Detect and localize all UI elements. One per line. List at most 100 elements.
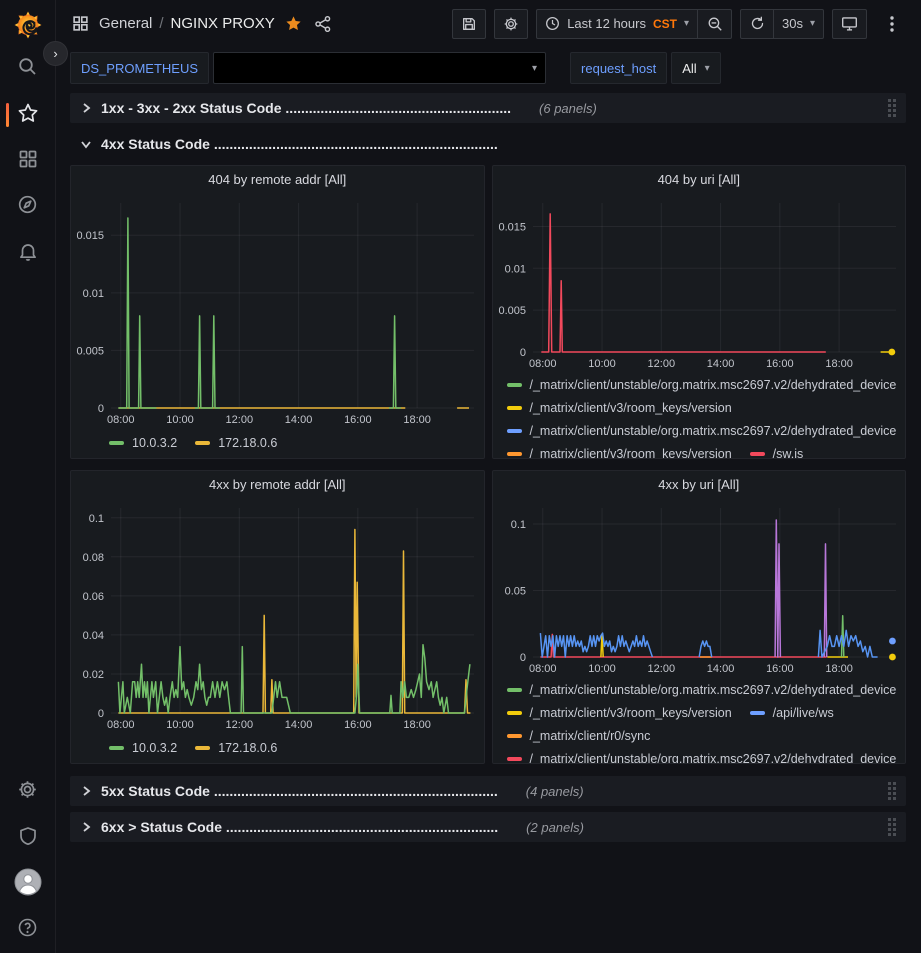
request-host-variable-label[interactable]: request_host [570, 52, 668, 84]
row-header-4xx[interactable]: 4xx Status Code ........................… [70, 129, 906, 159]
request-host-variable-value[interactable]: All ▾ [671, 52, 721, 84]
row-title: 5xx Status Code ........................… [101, 783, 498, 799]
row-header-1xx-3xx-2xx[interactable]: 1xx - 3xx - 2xx Status Code ............… [70, 93, 906, 123]
drag-handle-icon[interactable] [888, 782, 896, 800]
sidebar-item-server-admin[interactable] [4, 815, 52, 861]
y-axis-tick-label: 0.1 [510, 519, 525, 531]
tv-mode-button[interactable] [832, 8, 867, 39]
y-axis-tick-label: 0.05 [504, 585, 525, 597]
chevron-down-icon: ▾ [532, 62, 538, 74]
legend-item[interactable]: /_matrix/client/v3/room_keys/version [506, 447, 732, 458]
legend-row: /_matrix/client/unstable/org.matrix.msc2… [506, 747, 906, 763]
sidebar-item-alerting[interactable] [4, 230, 52, 276]
sidebar-item-configuration[interactable] [4, 769, 52, 815]
series-line [117, 643, 471, 714]
dashboard-grid-icon[interactable] [72, 15, 89, 32]
panel-title[interactable]: 404 by remote addr [All] [208, 172, 347, 187]
legend-swatch-icon [506, 382, 522, 387]
y-axis-tick-label: 0.01 [83, 288, 104, 300]
legend-label: /api/live/ws [772, 705, 834, 720]
time-picker-group: Last 12 hours CST ▾ [536, 8, 732, 39]
panel-legend: 10.0.3.2 172.18.0.6 [71, 733, 484, 763]
sidebar-item-explore[interactable] [4, 184, 52, 230]
legend-swatch-icon [109, 746, 124, 750]
dashboard-settings-button[interactable] [494, 8, 529, 39]
x-axis-tick-label: 12:00 [647, 358, 675, 370]
row-header-5xx[interactable]: 5xx Status Code ........................… [70, 776, 906, 806]
y-axis-tick-label: 0 [98, 403, 104, 415]
x-axis-tick-label: 18:00 [825, 663, 853, 675]
legend-row: 10.0.3.2 172.18.0.6 [109, 737, 277, 760]
datasource-variable-label[interactable]: DS_PROMETHEUS [70, 52, 210, 84]
legend-label: 10.0.3.2 [132, 741, 178, 755]
zoom-out-button[interactable] [698, 8, 732, 39]
legend-swatch-icon [506, 756, 522, 761]
legend-swatch-icon [506, 405, 522, 410]
legend-row: /_matrix/client/unstable/org.matrix.msc2… [506, 373, 906, 396]
datasource-variable-value[interactable]: ▾ [213, 52, 547, 84]
row-panel-count: (2 panels) [526, 819, 584, 835]
x-axis-tick-label: 18:00 [825, 358, 853, 370]
legend-item[interactable]: /sw.js [749, 447, 803, 458]
sidebar-item-search[interactable] [4, 46, 52, 92]
sidebar-expand-button[interactable]: › [43, 41, 68, 66]
legend-item[interactable]: 10.0.3.2 [109, 741, 177, 755]
row-title: 1xx - 3xx - 2xx Status Code ............… [101, 100, 512, 116]
legend-item[interactable]: /_matrix/client/unstable/org.matrix.msc2… [506, 424, 896, 438]
chart-canvas[interactable]: 0 0.005 0.01 0.015 08:00 10:00 12:00 14:00 16:00… [71, 193, 484, 428]
sidebar [0, 0, 56, 953]
chevron-right-icon [78, 102, 94, 114]
legend-swatch-icon [506, 687, 522, 692]
legend-item[interactable]: /_matrix/client/unstable/org.matrix.msc2… [506, 378, 896, 392]
chart-canvas[interactable]: 0 0.02 0.04 0.06 0.08 0.1 08:00 10:00 12:00 14:00… [71, 498, 484, 733]
chart-canvas[interactable]: 0 0.005 0.01 0.015 08:00 10:00 12:00 14:00 16:00… [493, 193, 906, 372]
row-title: 6xx > Status Code ......................… [101, 819, 499, 835]
legend-item[interactable]: /_matrix/client/r0/sync [506, 729, 650, 743]
panel-title[interactable]: 4xx by remote addr [All] [208, 477, 346, 492]
row-header-6xx[interactable]: 6xx > Status Code ......................… [70, 812, 906, 842]
panel-title[interactable]: 4xx by uri [All] [658, 477, 740, 492]
x-axis-tick-label: 14:00 [285, 719, 313, 731]
time-range-picker[interactable]: Last 12 hours CST ▾ [536, 8, 698, 39]
grafana-logo-icon[interactable] [7, 4, 49, 46]
legend-item[interactable]: /api/live/ws [749, 705, 834, 720]
sidebar-item-starred[interactable] [4, 92, 52, 138]
time-range-label: Last 12 hours [567, 16, 646, 31]
legend-item[interactable]: 172.18.0.6 [195, 436, 277, 450]
sidebar-item-profile[interactable] [4, 861, 52, 907]
breadcrumb-folder[interactable]: General [99, 15, 153, 32]
legend-item[interactable]: /_matrix/client/v3/room_keys/version [506, 706, 732, 720]
legend-item[interactable]: 172.18.0.6 [195, 741, 277, 755]
kebab-menu-button[interactable] [875, 9, 909, 39]
breadcrumb-dashboard-title[interactable]: NGINX PROXY [170, 15, 275, 32]
main-area: General / NGINX PROXY [56, 0, 921, 953]
y-axis-tick-label: 0.02 [83, 669, 104, 681]
panel-chart: 0 0.005 0.01 0.015 08:00 10:00 12:00 14:00 16:00… [71, 193, 484, 428]
x-axis-tick-label: 16:00 [766, 358, 794, 370]
legend-item[interactable]: 10.0.3.2 [109, 436, 177, 450]
legend-item[interactable]: /_matrix/client/unstable/org.matrix.msc2… [506, 752, 896, 763]
x-axis-tick-label: 14:00 [706, 358, 734, 370]
chevron-down-icon: ▾ [683, 18, 689, 29]
legend-item[interactable]: /_matrix/client/unstable/org.matrix.msc2… [506, 683, 896, 697]
drag-handle-icon[interactable] [888, 818, 896, 836]
refresh-group: 30s ▾ [740, 8, 824, 39]
sidebar-item-help[interactable] [4, 907, 52, 953]
chart-canvas[interactable]: 0 0.05 0.1 08:00 10:00 12:00 14:00 16:00 18:00 [493, 498, 906, 677]
y-axis-tick-label: 0.01 [504, 263, 525, 275]
legend-row: /_matrix/client/r0/sync [506, 724, 906, 747]
x-axis-tick-label: 08:00 [529, 663, 557, 675]
y-axis-tick-label: 0.015 [498, 221, 526, 233]
panel-title[interactable]: 404 by uri [All] [657, 172, 740, 187]
sidebar-item-dashboards[interactable] [4, 138, 52, 184]
refresh-interval-picker[interactable]: 30s ▾ [774, 8, 824, 39]
legend-row: /_matrix/client/unstable/org.matrix.msc2… [506, 419, 906, 442]
favorite-star-icon[interactable] [285, 15, 302, 32]
save-dashboard-button[interactable] [452, 8, 487, 39]
refresh-button[interactable] [740, 8, 774, 39]
legend-item[interactable]: /_matrix/client/v3/room_keys/version [506, 401, 732, 415]
share-icon[interactable] [314, 15, 332, 33]
drag-handle-icon[interactable] [888, 99, 896, 117]
panel-404-by-uri: 404 by uri [All] 0 0.005 0.01 0.015 08:00 10:… [491, 165, 906, 459]
